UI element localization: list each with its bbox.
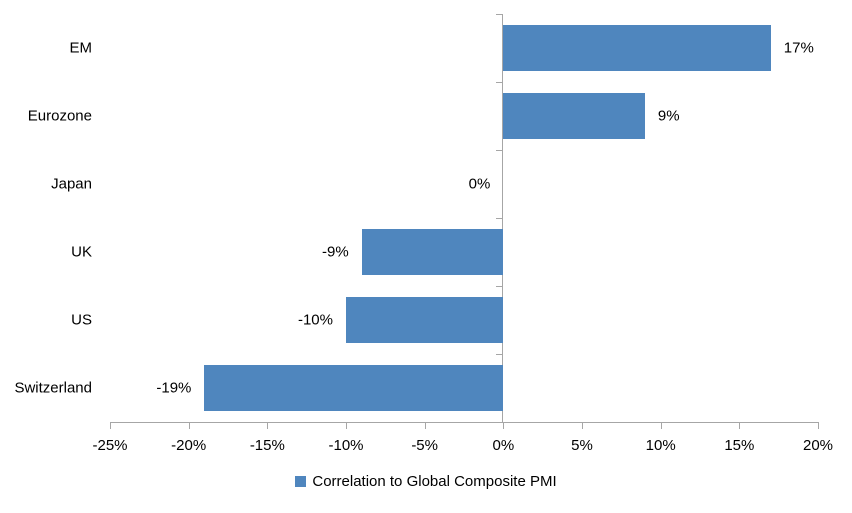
y-axis-tick (496, 218, 503, 219)
x-tick-label: 20% (802, 437, 834, 454)
x-tick-label: -25% (92, 437, 128, 454)
bar (361, 229, 504, 275)
category-label: UK (71, 243, 92, 261)
category-label: US (71, 311, 92, 329)
category-label: Eurozone (27, 107, 92, 125)
x-axis-tick (739, 423, 741, 429)
x-axis-tick (660, 423, 662, 429)
value-label: -10% (297, 311, 333, 329)
y-axis-tick (496, 286, 503, 287)
x-axis-tick (188, 423, 190, 429)
value-label: -9% (322, 243, 349, 261)
y-axis-tick (496, 354, 503, 355)
x-tick-label: 5% (571, 437, 593, 454)
x-axis-tick (582, 423, 583, 429)
category-label: Switzerland (14, 379, 92, 397)
value-label: -19% (156, 379, 192, 397)
legend-swatch-icon (295, 475, 307, 487)
y-axis-tick (496, 150, 503, 151)
y-axis-tick (496, 82, 503, 83)
x-tick-label: -20% (171, 437, 207, 454)
legend-label: Correlation to Global Composite PMI (312, 472, 557, 490)
x-axis-tick (346, 423, 347, 429)
bar (204, 365, 504, 411)
bar (503, 25, 771, 71)
x-axis-tick (110, 423, 111, 429)
value-label: 0% (468, 175, 491, 193)
y-axis-tick (496, 422, 503, 423)
x-axis-tick (503, 423, 505, 429)
x-axis-line (110, 422, 819, 423)
bar (503, 93, 645, 139)
x-tick-label: 15% (724, 437, 755, 454)
y-axis-line (502, 14, 504, 422)
y-axis-tick (496, 14, 503, 15)
x-axis-tick (267, 423, 269, 429)
bar (346, 297, 504, 343)
x-tick-label: -5% (411, 437, 438, 454)
legend: Correlation to Global Composite PMI (0, 469, 852, 493)
x-tick-label: 10% (645, 437, 676, 454)
category-label: EM (69, 39, 93, 57)
x-axis-tick (818, 423, 819, 429)
x-tick-label: -15% (249, 437, 285, 454)
x-tick-label: -10% (328, 437, 364, 454)
value-label: 9% (657, 107, 680, 125)
category-label: Japan (51, 175, 92, 193)
x-tick-label: 0% (492, 437, 515, 454)
value-label: 17% (783, 39, 814, 57)
x-axis-tick (424, 423, 426, 429)
